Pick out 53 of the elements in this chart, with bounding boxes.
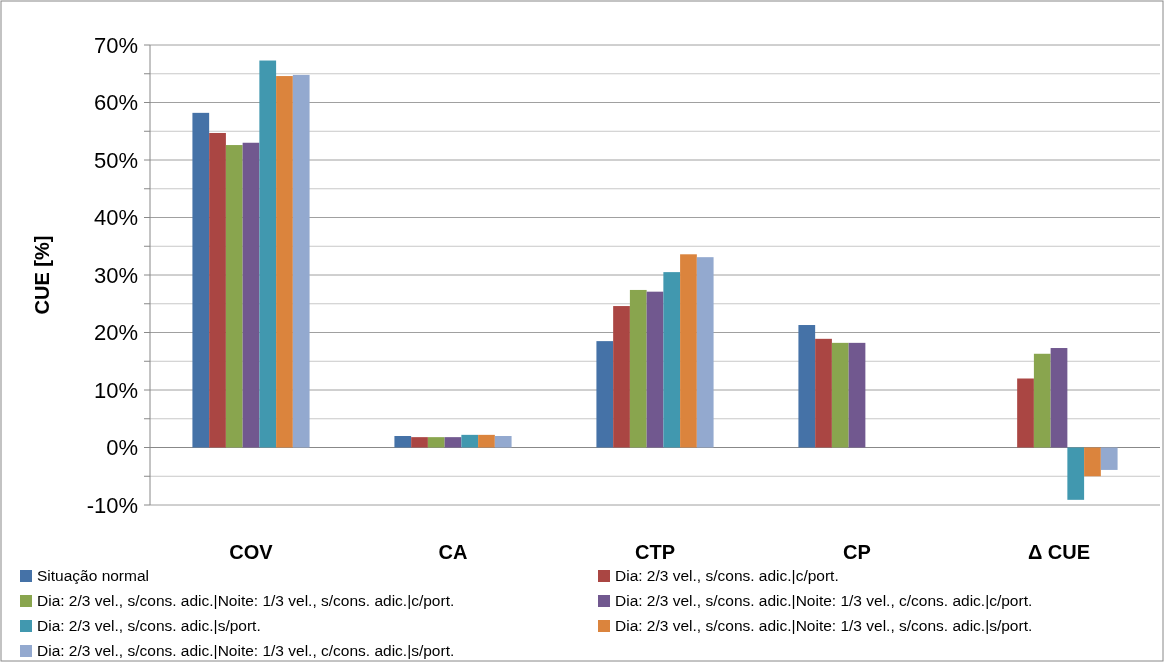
x-tick-label: CTP (635, 541, 675, 563)
x-tick-label: CP (843, 541, 871, 563)
bar (815, 338, 832, 448)
bar (411, 437, 428, 448)
bar (461, 434, 479, 448)
legend-label: Dia: 2/3 vel., s/cons. adic.|Noite: 1/3 vel., s/cons. adic.|s/port. (615, 617, 1033, 635)
legend-label: Dia: 2/3 vel., s/cons. adic.|Noite: 1/3 vel., c/cons. adic.|c/port. (615, 592, 1033, 610)
y-tick-label: 50% (93, 147, 138, 173)
bar (629, 289, 647, 448)
y-tick-label: 20% (93, 320, 138, 346)
bar (1017, 378, 1034, 448)
y-tick-label: 70% (93, 32, 138, 58)
bar (225, 145, 243, 448)
legend-label: Dia: 2/3 vel., s/cons. adic.|c/port. (615, 567, 839, 585)
bar (613, 306, 630, 448)
bar (276, 76, 293, 448)
x-tick-label: COV (229, 541, 274, 563)
bar (646, 291, 664, 448)
bar (1084, 447, 1101, 477)
y-tick-label: 60% (93, 90, 138, 116)
legend-label: Situação normal (37, 567, 150, 585)
y-tick-label: 30% (93, 262, 138, 288)
bar (209, 132, 226, 448)
bar (680, 254, 697, 448)
bar (259, 60, 277, 448)
bar (494, 436, 512, 448)
bar (663, 272, 681, 448)
bar (596, 341, 614, 448)
y-tick-label: 10% (93, 377, 138, 403)
legend-label: Dia: 2/3 vel., s/cons. adic.|Noite: 1/3 vel., s/cons. adic.|c/port. (37, 592, 455, 610)
bar (1067, 447, 1085, 500)
legend-label: Dia: 2/3 vel., s/cons. adic.|s/port. (37, 617, 261, 635)
bar (831, 342, 849, 448)
bar (1033, 353, 1051, 448)
bar (242, 142, 260, 448)
bar (444, 437, 462, 448)
bar (848, 342, 866, 448)
y-tick-label: 40% (93, 205, 138, 231)
y-axis-title: CUE [%] (31, 235, 53, 315)
y-tick-label: 0% (106, 435, 138, 461)
bar (696, 257, 714, 448)
y-tick-label: -10% (86, 492, 138, 518)
bar (192, 112, 210, 448)
bar (1100, 447, 1118, 470)
bar (292, 74, 310, 448)
bar (394, 436, 412, 448)
bar (798, 325, 816, 448)
x-tick-label: Δ CUE (1027, 541, 1091, 563)
legend-label: Dia: 2/3 vel., s/cons. adic.|Noite: 1/3 vel., c/cons. adic.|s/port. (37, 642, 455, 660)
bar (478, 434, 495, 448)
bar (1050, 348, 1068, 448)
bar (427, 437, 445, 448)
x-tick-label: CA (438, 541, 468, 563)
